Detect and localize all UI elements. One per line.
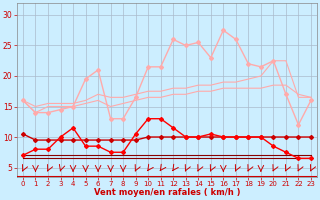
X-axis label: Vent moyen/en rafales ( km/h ): Vent moyen/en rafales ( km/h ) bbox=[94, 188, 240, 197]
